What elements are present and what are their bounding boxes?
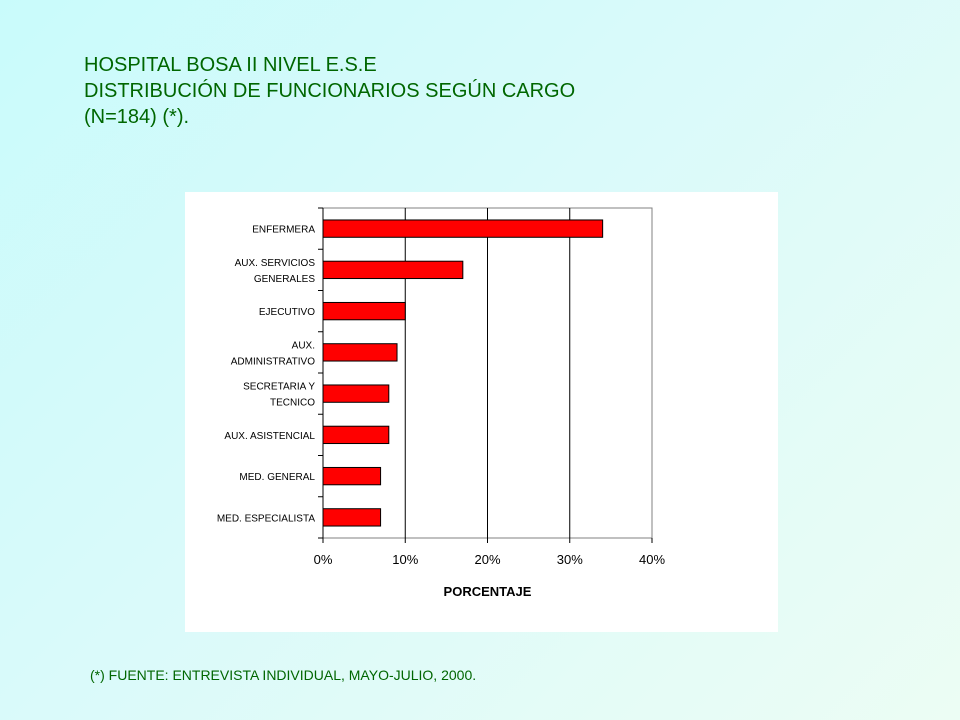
category-label: EJECUTIVO (259, 307, 315, 318)
title-line-3: (N=184) (*). (84, 106, 190, 128)
bar (322, 384, 390, 403)
x-axis-title: PORCENTAJE (444, 584, 532, 599)
bar (322, 425, 390, 445)
bar (322, 301, 406, 321)
category-label: ENFERMERA (252, 225, 315, 236)
bar (322, 508, 382, 527)
bar (322, 466, 382, 486)
category-label: MED. GENERAL (239, 472, 315, 483)
category-label: AUX. (292, 340, 315, 351)
chart-title-block: HOSPITAL BOSA II NIVEL E.S.E DISTRIBUCIÓ… (84, 52, 575, 130)
category-label: SECRETARIA Y (243, 382, 315, 393)
category-label: AUX. ASISTENCIAL (224, 431, 315, 442)
chart-panel: 0% 10% 20% 30% 40% ENFERMERA AUX. SERVICIOS GEN… (185, 192, 778, 632)
title-line-1: HOSPITAL BOSA II NIVEL E.S.E (84, 54, 377, 76)
title-line-2: DISTRIBUCIÓN DE FUNCIONARIOS SEGÚN CARGO (84, 80, 576, 102)
category-label: GENERALES (254, 274, 315, 285)
x-tick-label: 40% (639, 552, 665, 567)
category-label: ADMINISTRATIVO (231, 356, 315, 367)
bar (322, 260, 464, 280)
category-label: AUX. SERVICIOS (235, 258, 316, 269)
x-tick-label: 20% (474, 552, 500, 567)
category-label: MED. ESPECIALISTA (217, 513, 316, 524)
x-tick-label: 0% (314, 552, 333, 567)
bar (322, 219, 604, 238)
source-footnote: (*) FUENTE: ENTREVISTA INDIVIDUAL, MAYO-… (90, 667, 477, 683)
x-tick-label: 30% (557, 552, 583, 567)
x-tick-label: 10% (392, 552, 418, 567)
bar (322, 343, 398, 362)
bar-chart: 0% 10% 20% 30% 40% ENFERMERA AUX. SERVICIOS GEN… (217, 207, 665, 599)
category-label: TECNICO (270, 398, 315, 409)
